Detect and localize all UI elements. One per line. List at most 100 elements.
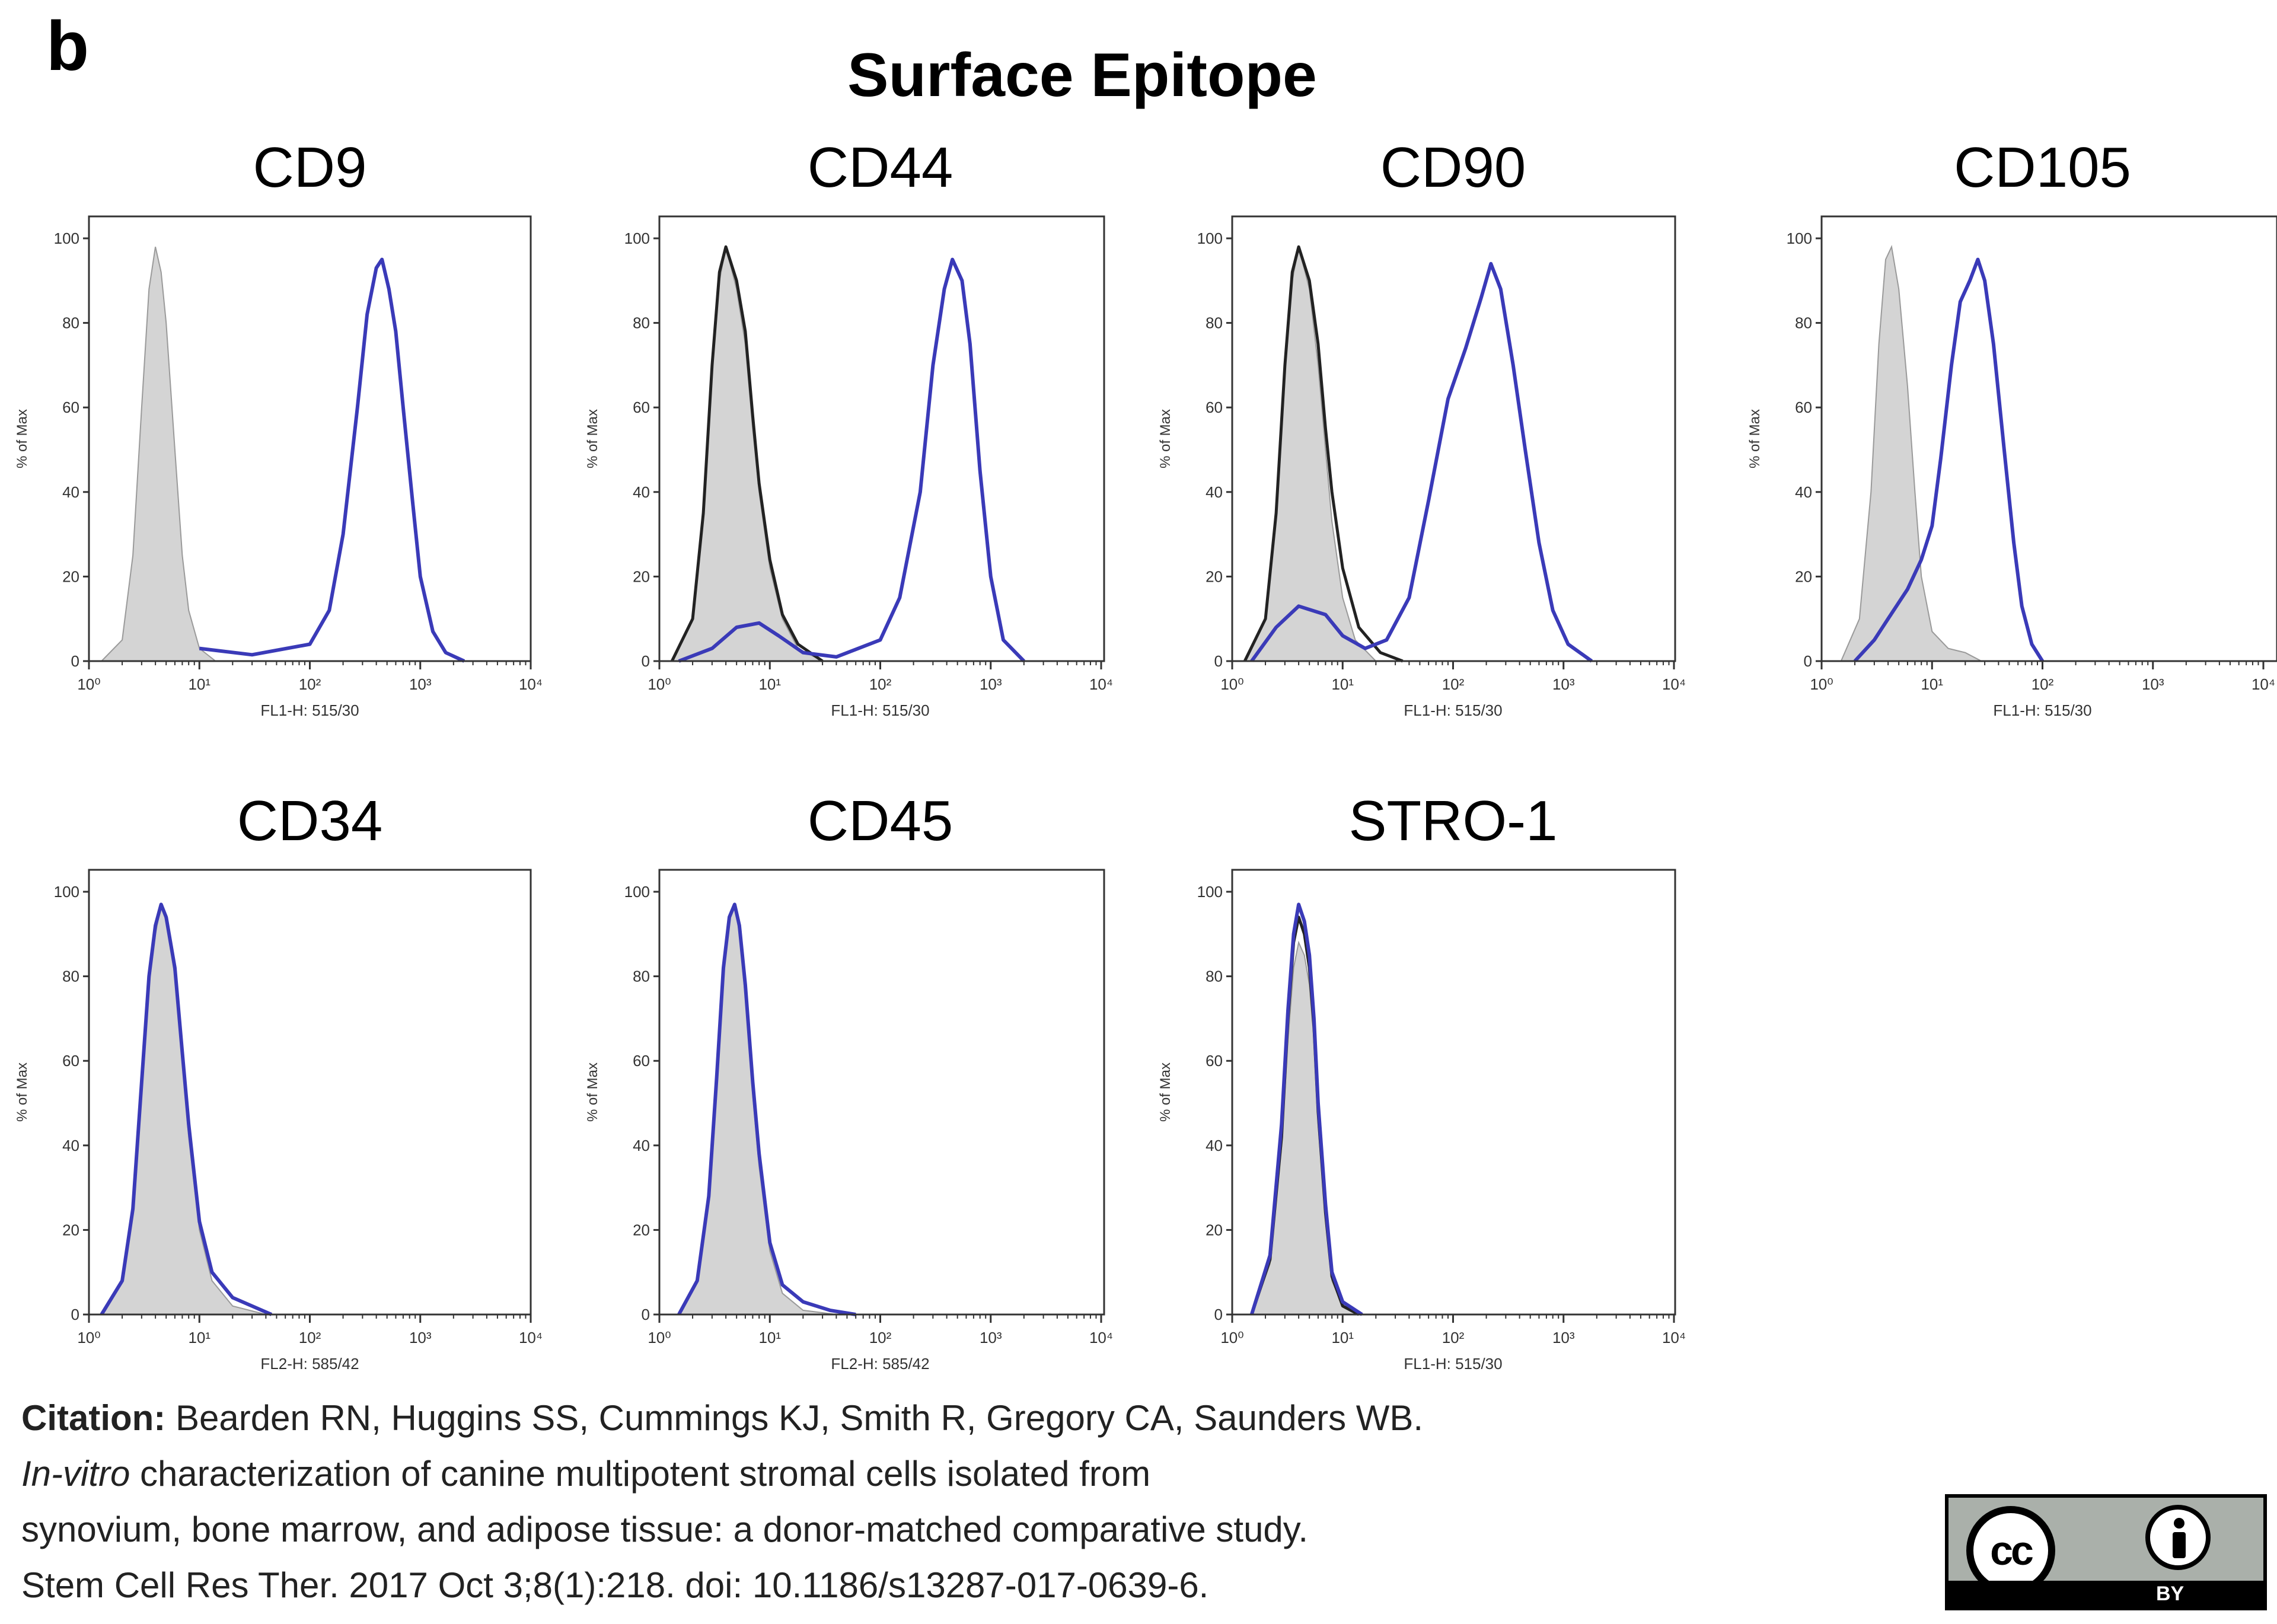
- y-tick-label: 80: [62, 314, 79, 332]
- x-tick-label: 10²: [869, 1329, 892, 1347]
- x-axis-label-cd44: FL1-H: 515/30: [831, 701, 929, 719]
- series-stained-stro-1: [1249, 902, 1363, 1316]
- figure-title: Surface Epitope: [847, 41, 1317, 110]
- x-tick-label: 10¹: [188, 675, 211, 693]
- plot-title-stro-1: STRO-1: [1348, 789, 1557, 853]
- y-tick-label: 0: [71, 652, 79, 670]
- y-tick-label: 60: [1206, 1052, 1223, 1070]
- y-tick-label: 80: [633, 968, 650, 985]
- x-tick-label: 10¹: [1921, 675, 1943, 693]
- x-tick-label: 10¹: [758, 675, 781, 693]
- citation-title-rest: characterization of canine multipotent s…: [140, 1454, 1151, 1494]
- y-tick-label: 0: [642, 652, 650, 670]
- x-tick-label: 10⁰: [648, 1329, 671, 1347]
- x-tick-label: 10⁴: [519, 1329, 543, 1347]
- x-tick-label: 10⁰: [648, 675, 671, 693]
- y-tick-label: 60: [62, 398, 79, 416]
- y-axis-label-cd44: % of Max: [585, 409, 601, 468]
- x-tick-label: 10³: [1552, 1329, 1575, 1347]
- plot-title-cd9: CD9: [253, 136, 366, 199]
- y-tick-label: 100: [1787, 229, 1812, 247]
- y-tick-label: 80: [633, 314, 650, 332]
- x-tick-label: 10³: [980, 675, 1002, 693]
- x-tick-label: 10²: [299, 675, 321, 693]
- x-tick-label: 10¹: [1331, 675, 1354, 693]
- y-tick-label: 100: [1197, 883, 1223, 901]
- series-stained-cd44: [678, 257, 1025, 663]
- x-tick-label: 10¹: [188, 1329, 211, 1347]
- x-tick-label: 10²: [299, 1329, 321, 1347]
- y-tick-label: 60: [633, 398, 650, 416]
- histogram-cd44: CD44 0 20 40 60 80 100 10⁰ 10¹ 10² 10³ 10⁴ FL1-H: 51…: [585, 136, 1113, 719]
- plot-title-cd34: CD34: [237, 789, 382, 853]
- x-tick-label: 10¹: [1331, 1329, 1354, 1347]
- y-tick-label: 60: [1206, 398, 1223, 416]
- y-tick-label: 40: [633, 1137, 650, 1154]
- citation-journal: Stem Cell Res Ther. 2017 Oct 3;8(1):218.…: [21, 1565, 1209, 1605]
- x-tick-label: 10⁰: [1220, 1329, 1243, 1347]
- y-axis-label-cd45: % of Max: [585, 1063, 601, 1122]
- histogram-stro-1: STRO-1 0 20 40 60 80 100 10⁰ 10¹ 10² 10³ 10⁴ FL1-H: …: [1157, 789, 1686, 1373]
- y-tick-label: 100: [54, 883, 79, 901]
- x-tick-label: 10⁰: [1220, 675, 1243, 693]
- histogram-cd105: CD105 0 20 40 60 80 100 10⁰ 10¹ 10² 10³ 10⁴ FL1-H: 5…: [1747, 136, 2277, 719]
- histogram-cd34: CD34 0 20 40 60 80 100 10⁰ 10¹ 10² 10³ 10⁴ FL2-H: 58…: [14, 789, 543, 1373]
- citation-line-1: Citation: Bearden RN, Huggins SS, Cummin…: [21, 1390, 1800, 1446]
- y-axis-label-cd105: % of Max: [1747, 409, 1763, 468]
- x-tick-label: 10²: [869, 675, 892, 693]
- y-tick-label: 80: [1206, 968, 1223, 985]
- x-tick-label: 10⁰: [1810, 675, 1833, 693]
- series-stained-cd34: [100, 902, 273, 1316]
- citation-title-italic: In-vitro: [21, 1454, 130, 1494]
- citation-authors: Bearden RN, Huggins SS, Cummings KJ, Smi…: [175, 1398, 1424, 1438]
- x-tick-label: 10²: [2032, 675, 2054, 693]
- x-tick-label: 10³: [1552, 675, 1575, 693]
- y-tick-label: 80: [1206, 314, 1223, 332]
- badge-bar: [1948, 1581, 2263, 1607]
- y-tick-label: 40: [62, 1137, 79, 1154]
- x-tick-label: 10³: [409, 1329, 432, 1347]
- plot-title-cd44: CD44: [808, 136, 953, 199]
- y-tick-label: 100: [1197, 229, 1223, 247]
- series-isotype-cd44: [670, 245, 824, 663]
- cc-by-license-badge: cc BY: [1945, 1494, 2267, 1610]
- y-tick-label: 0: [642, 1306, 650, 1323]
- y-tick-label: 0: [71, 1306, 79, 1323]
- y-tick-label: 20: [1206, 567, 1223, 585]
- y-tick-label: 20: [62, 1221, 79, 1239]
- x-axis-label-cd90: FL1-H: 515/30: [1404, 701, 1502, 719]
- y-tick-label: 20: [62, 567, 79, 585]
- x-tick-label: 10⁰: [77, 1329, 100, 1347]
- attribution-person-icon: [2145, 1505, 2211, 1570]
- y-axis-label-cd34: % of Max: [14, 1063, 30, 1122]
- x-tick-label: 10⁴: [519, 675, 543, 693]
- citation-label: Citation:: [21, 1398, 166, 1438]
- y-tick-label: 0: [1214, 1306, 1223, 1323]
- y-tick-label: 40: [62, 483, 79, 501]
- x-tick-label: 10⁴: [1089, 1329, 1113, 1347]
- y-tick-label: 40: [633, 483, 650, 501]
- x-tick-label: 10³: [980, 1329, 1002, 1347]
- x-axis-label-stro-1: FL1-H: 515/30: [1404, 1355, 1502, 1373]
- y-tick-label: 80: [1795, 314, 1812, 332]
- series-isotype-cd90: [1243, 245, 1404, 663]
- y-axis-label-cd9: % of Max: [14, 409, 30, 468]
- plot-title-cd45: CD45: [808, 789, 953, 853]
- x-tick-label: 10⁴: [2252, 675, 2275, 693]
- y-tick-label: 40: [1206, 483, 1223, 501]
- series-stained-cd45: [677, 902, 856, 1316]
- x-tick-label: 10³: [409, 675, 432, 693]
- y-tick-label: 20: [1795, 567, 1812, 585]
- histogram-cd45: CD45 0 20 40 60 80 100 10⁰ 10¹ 10² 10³ 10⁴ FL2-H: 58…: [585, 789, 1113, 1373]
- series-control-cd9: [100, 247, 218, 662]
- citation-line-2: In-vitro characterization of canine mult…: [21, 1446, 1800, 1502]
- y-tick-label: 0: [1804, 652, 1812, 670]
- y-tick-label: 100: [54, 229, 79, 247]
- y-tick-label: 60: [62, 1052, 79, 1070]
- series-stained-cd9: [199, 257, 465, 663]
- y-tick-label: 20: [633, 567, 650, 585]
- y-axis-label-stro-1: % of Max: [1157, 1063, 1173, 1122]
- x-axis-label-cd9: FL1-H: 515/30: [260, 701, 359, 719]
- plot-title-cd90: CD90: [1380, 136, 1526, 199]
- x-axis-label-cd34: FL2-H: 585/42: [260, 1355, 359, 1373]
